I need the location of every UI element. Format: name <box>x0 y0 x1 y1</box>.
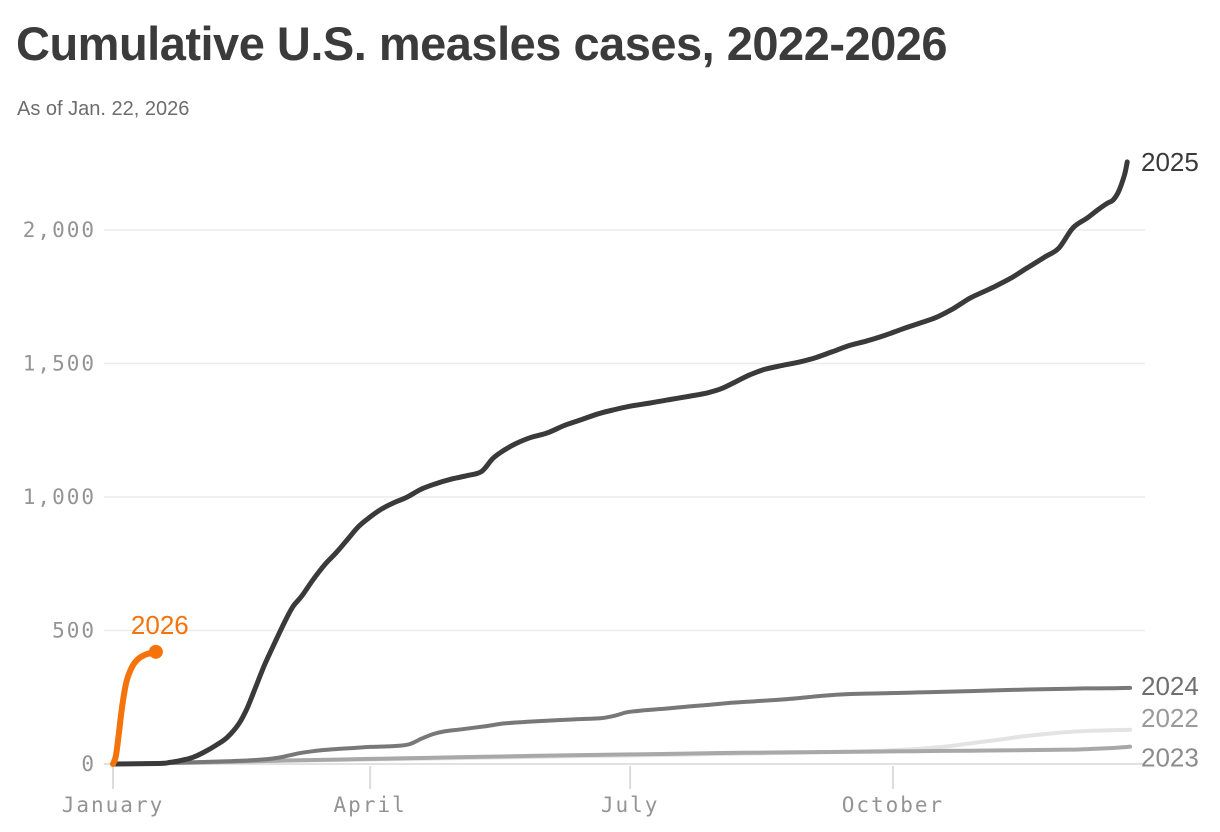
y-axis-label: 0 <box>81 752 96 776</box>
y-axis-label: 500 <box>52 619 96 643</box>
series-line-2023 <box>111 744 1133 766</box>
x-axis-label: April <box>334 793 407 817</box>
series-line-2026 <box>110 648 159 767</box>
x-axis-label: October <box>842 793 945 817</box>
series-label-2026: 2026 <box>131 610 189 640</box>
series-line-2024 <box>111 685 1133 766</box>
y-axis-label: 2,000 <box>23 218 96 242</box>
chart-title: Cumulative U.S. measles cases, 2022-2026 <box>16 17 948 70</box>
x-axis-label: January <box>62 793 165 817</box>
series-label-2025: 2025 <box>1141 147 1199 177</box>
chart-subtitle: As of Jan. 22, 2026 <box>17 98 190 120</box>
series-label-2023: 2023 <box>1141 743 1199 773</box>
y-axis-label: 1,500 <box>23 352 96 376</box>
series-dot-2026 <box>148 644 163 659</box>
series-line-2025 <box>110 159 1130 767</box>
x-axis-label: July <box>601 793 660 817</box>
y-axis-label: 1,000 <box>23 485 96 509</box>
series-label-2024: 2024 <box>1141 671 1199 701</box>
series-label-2022: 2022 <box>1141 703 1199 733</box>
